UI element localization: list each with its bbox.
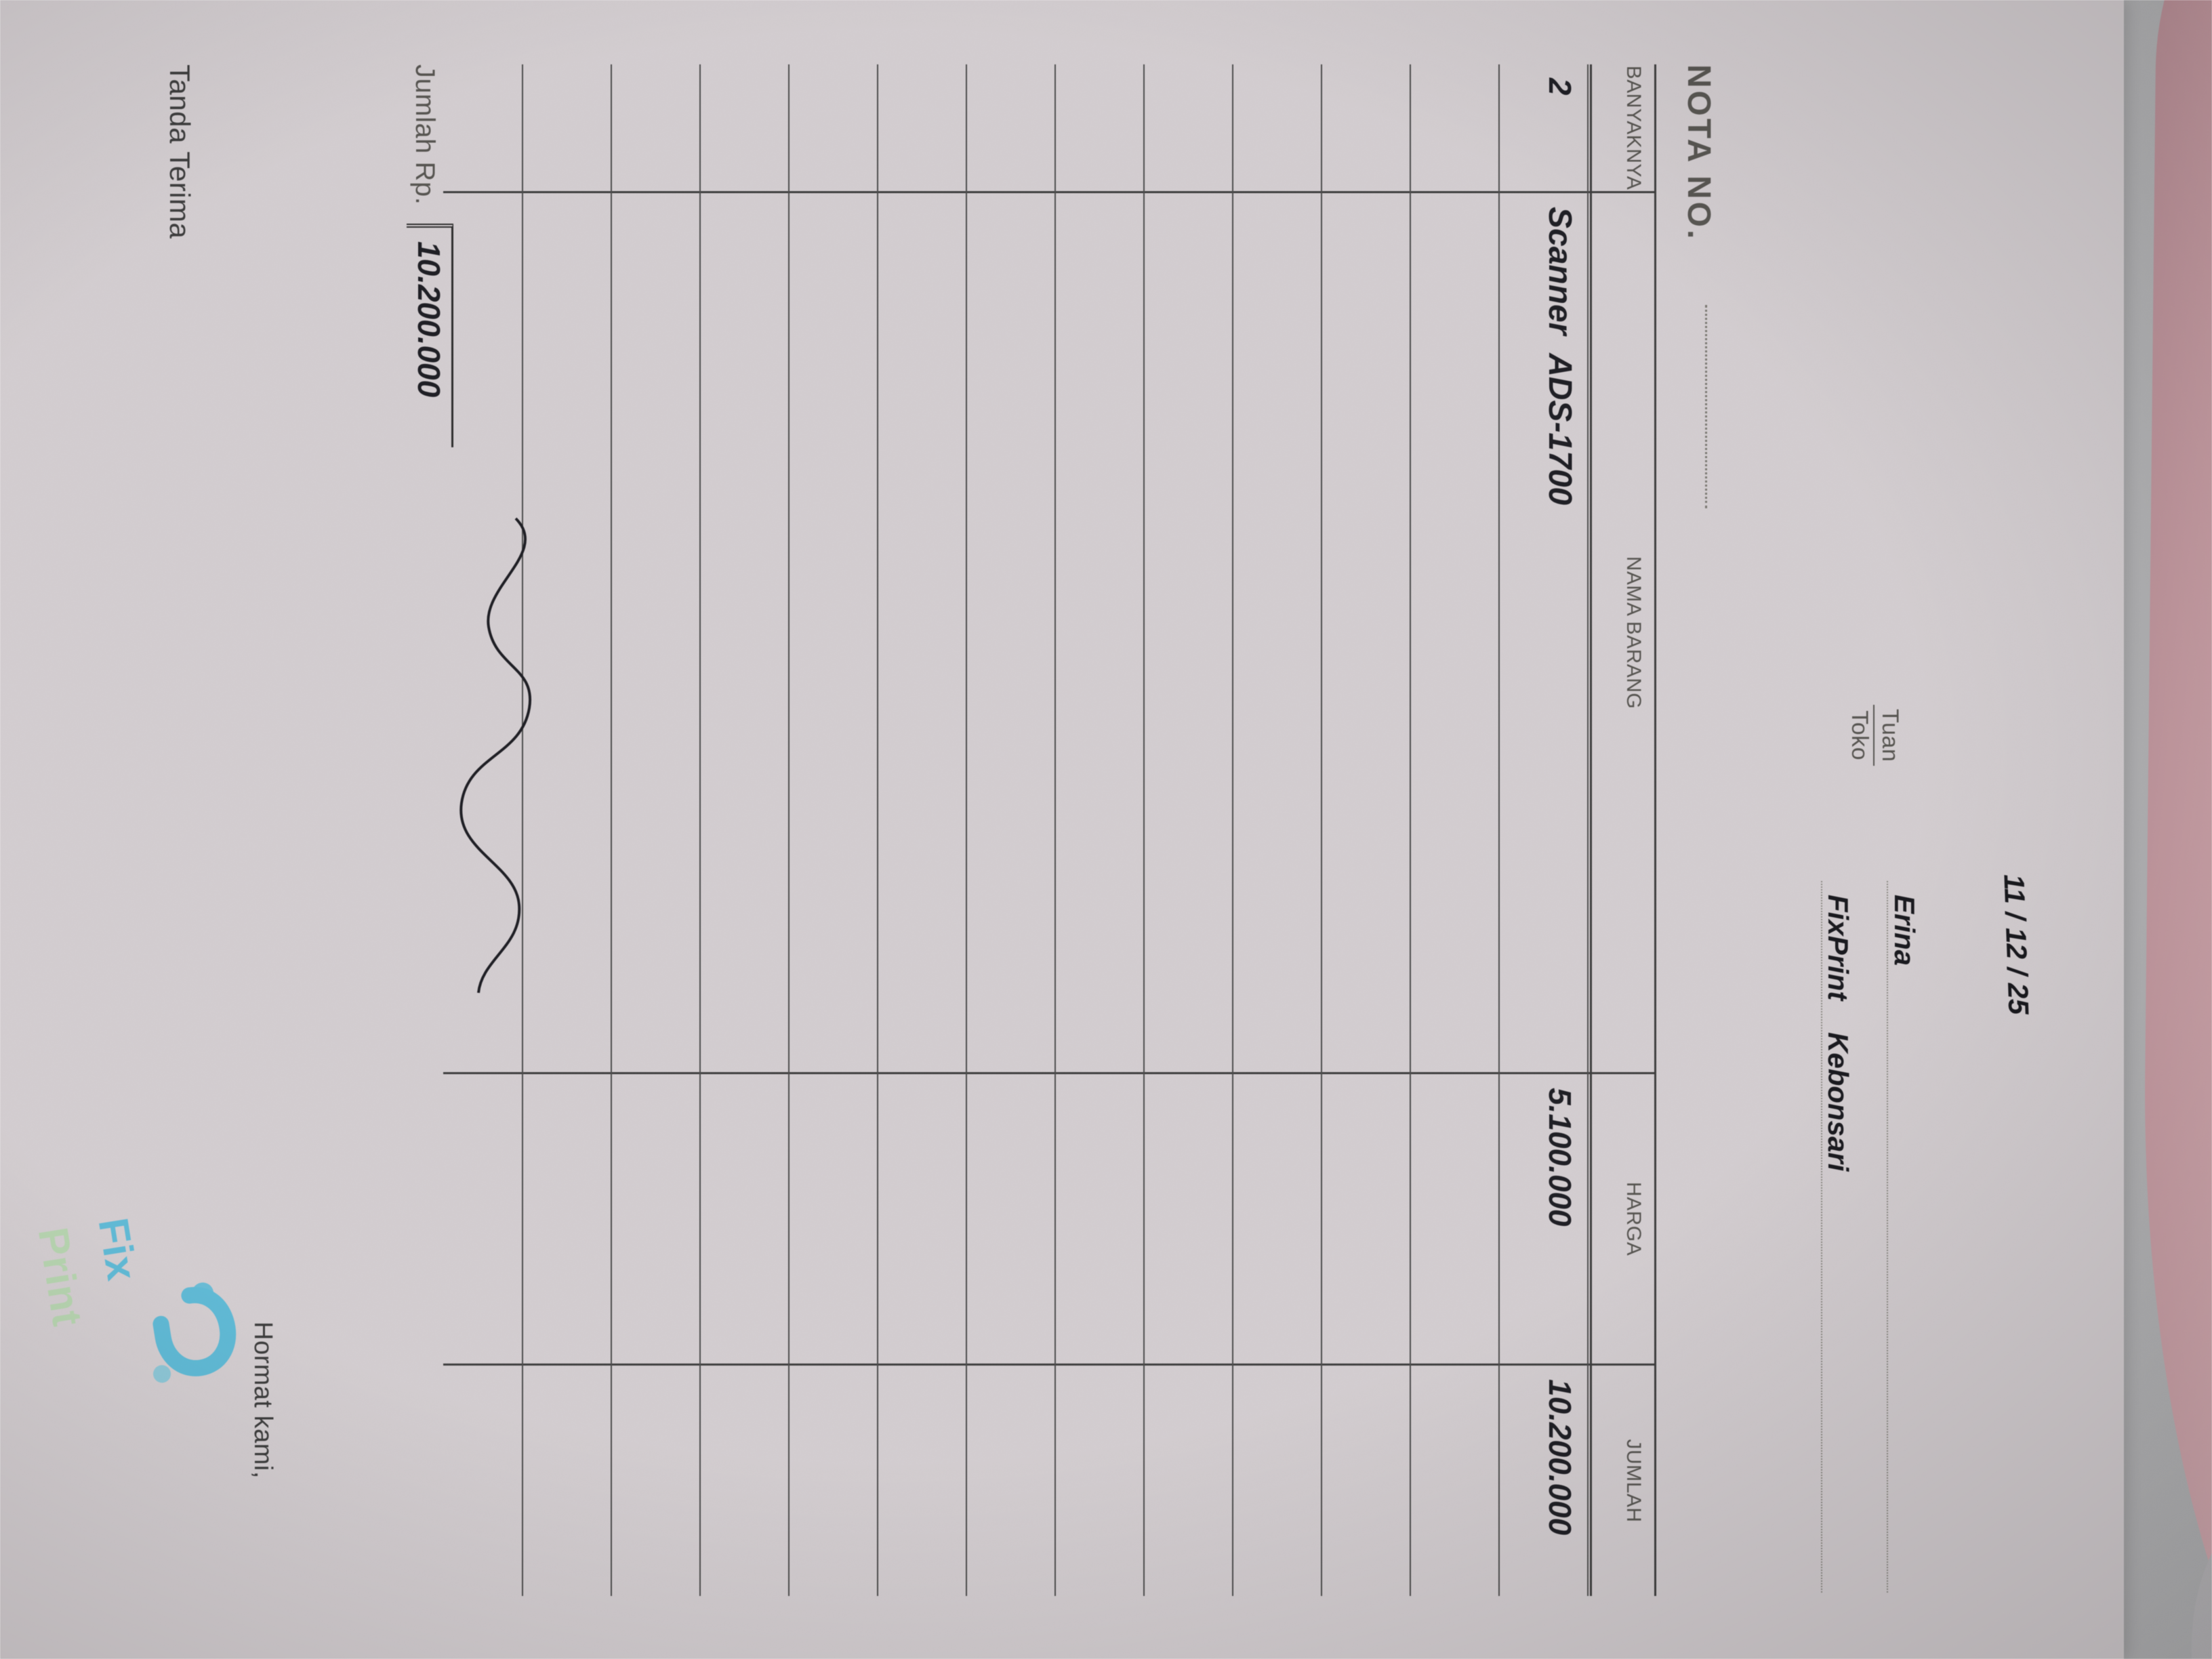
- svg-text:Print: Print: [29, 1225, 91, 1330]
- svg-text:Fix: Fix: [89, 1215, 146, 1284]
